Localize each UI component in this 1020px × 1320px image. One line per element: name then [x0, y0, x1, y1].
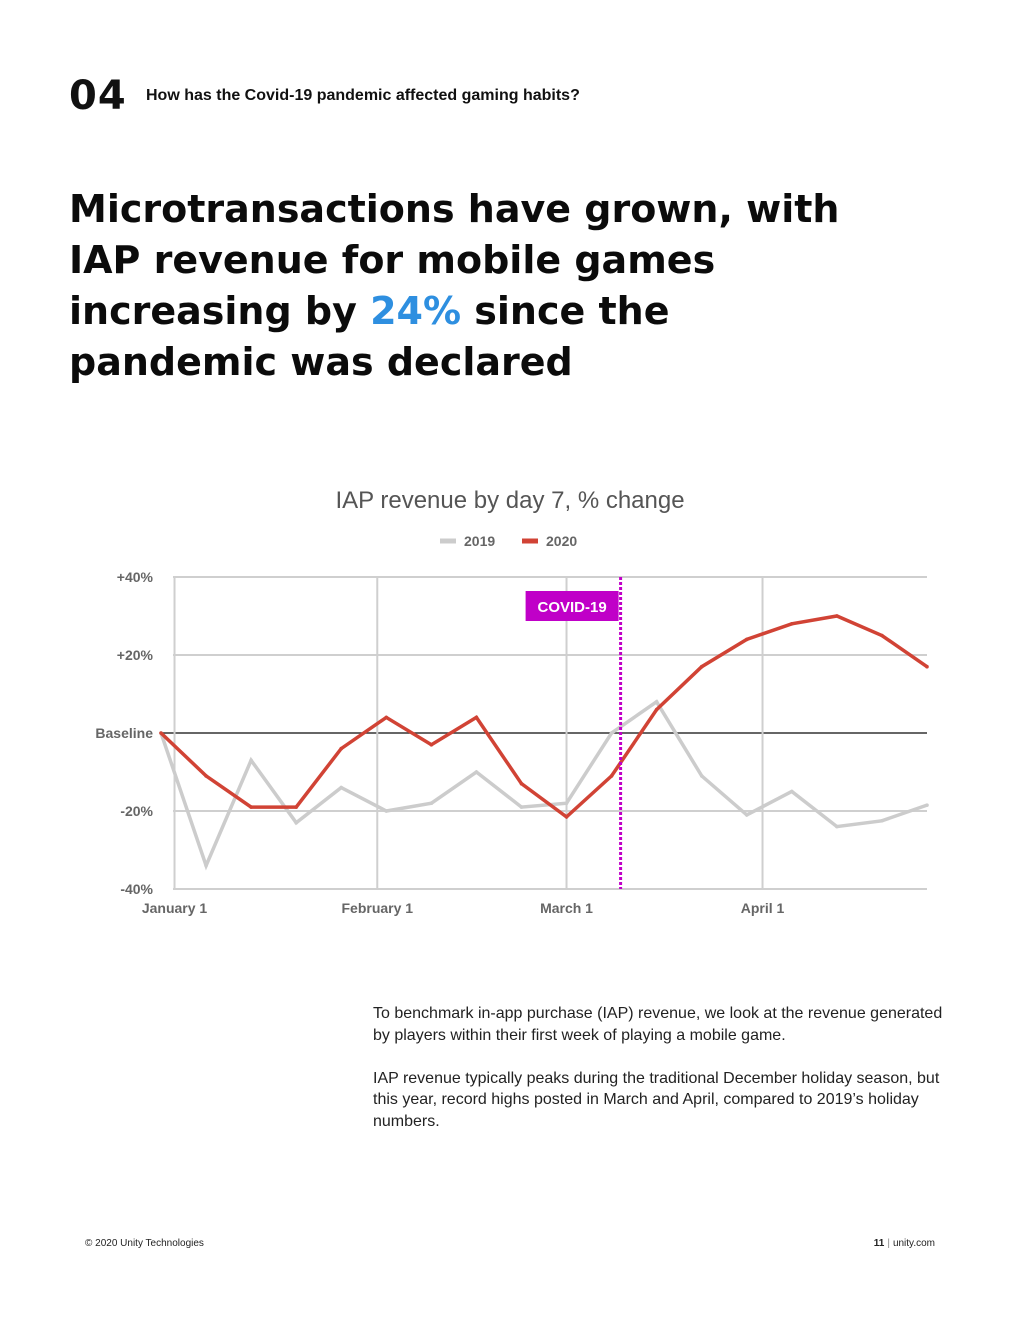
- point-2019-5: [384, 809, 389, 813]
- footer-page-info: 11 | unity.com: [874, 1238, 935, 1249]
- legend-label-2019: 2019: [464, 533, 495, 549]
- body-paragraph-1: To benchmark in-app purchase (IAP) reven…: [373, 1005, 943, 1044]
- point-2020-15: [835, 614, 839, 618]
- point-2019-7: [474, 770, 479, 774]
- body-paragraph-2: IAP revenue typically peaks during the t…: [373, 1069, 940, 1130]
- chart-axis-labels: +40% +20% Baseline -20% -40% January 1 Februar…: [95, 569, 784, 916]
- chart-svg: +40% +20% Baseline -20% -40% January 1 Februar…: [95, 487, 929, 916]
- y-tick-label-4: -40%: [120, 881, 153, 897]
- x-tick-label-1: February 1: [341, 900, 413, 916]
- y-tick-label-2: Baseline: [95, 725, 153, 741]
- point-2019-9: [564, 801, 569, 805]
- point-2020-7: [474, 715, 479, 720]
- point-2019-16: [880, 818, 884, 823]
- headline-text-start: Microtransactions have grown, with IAP r…: [69, 187, 840, 333]
- point-2020-12: [699, 664, 704, 669]
- series-line-2019: [159, 699, 928, 871]
- point-2019-11: [654, 700, 659, 704]
- point-2019-2: [249, 758, 253, 763]
- point-2020-9: [564, 815, 569, 819]
- headline: Microtransactions have grown, with IAP r…: [69, 184, 869, 388]
- x-tick-label-3: April 1: [741, 900, 785, 916]
- headline-highlight: 24%: [370, 289, 462, 333]
- point-2019-17: [925, 803, 929, 807]
- covid-label-box: [525, 591, 619, 621]
- iap-revenue-chart: +40% +20% Baseline -20% -40% January 1 Februar…: [0, 470, 1020, 940]
- point-2020-6: [429, 742, 434, 747]
- point-2019-13: [744, 813, 749, 817]
- point-2020-8: [519, 781, 524, 786]
- x-tick-label-0: January 1: [142, 900, 208, 916]
- footer-copyright: © 2020 Unity Technologies: [85, 1238, 204, 1249]
- point-2020-13: [744, 637, 749, 642]
- page-number: 11: [873, 1238, 885, 1249]
- point-2020-10: [609, 774, 614, 778]
- chart-legend: 2019 2020: [440, 533, 577, 549]
- point-2019-14: [790, 789, 794, 794]
- point-2019-15: [835, 824, 839, 829]
- chart-title: IAP revenue by day 7, % change: [335, 487, 684, 514]
- chart-series: [159, 614, 929, 871]
- point-2019-12: [699, 774, 704, 778]
- y-tick-label-0: +40%: [117, 569, 154, 585]
- point-2019-6: [429, 801, 434, 805]
- footer-separator: |: [887, 1238, 890, 1249]
- point-2019-8: [519, 805, 524, 809]
- point-2020-1: [204, 774, 208, 778]
- point-2020-2: [249, 805, 253, 809]
- point-2019-10: [609, 731, 614, 735]
- series-line-2020: [159, 614, 928, 820]
- section-number: 04: [69, 73, 127, 119]
- headline-text-end: since the pandemic was declared: [69, 289, 670, 384]
- chart-grid: [161, 576, 927, 890]
- body-text: To benchmark in-app purchase (IAP) reven…: [373, 1003, 963, 1154]
- point-2020-5: [384, 715, 389, 720]
- point-2019-4: [339, 785, 344, 790]
- point-2019-3: [294, 820, 298, 825]
- y-tick-label-3: -20%: [120, 803, 153, 819]
- chart-annotations: COVID-19: [525, 577, 623, 889]
- point-2020-0: [159, 731, 163, 735]
- footer-website: unity.com: [892, 1238, 935, 1249]
- point-2020-14: [790, 622, 794, 626]
- y-tick-label-1: +20%: [117, 647, 154, 663]
- point-2020-16: [880, 633, 884, 638]
- point-2020-4: [339, 746, 344, 751]
- covid-label: COVID-19: [538, 599, 607, 616]
- section-title: How has the Covid-19 pandemic affected g…: [146, 87, 580, 104]
- x-tick-label-2: March 1: [540, 900, 593, 916]
- point-2020-11: [654, 707, 659, 712]
- legend-label-2020: 2020: [546, 533, 577, 549]
- point-2019-1: [204, 863, 208, 868]
- point-2020-17: [925, 664, 929, 669]
- point-2020-3: [294, 805, 298, 809]
